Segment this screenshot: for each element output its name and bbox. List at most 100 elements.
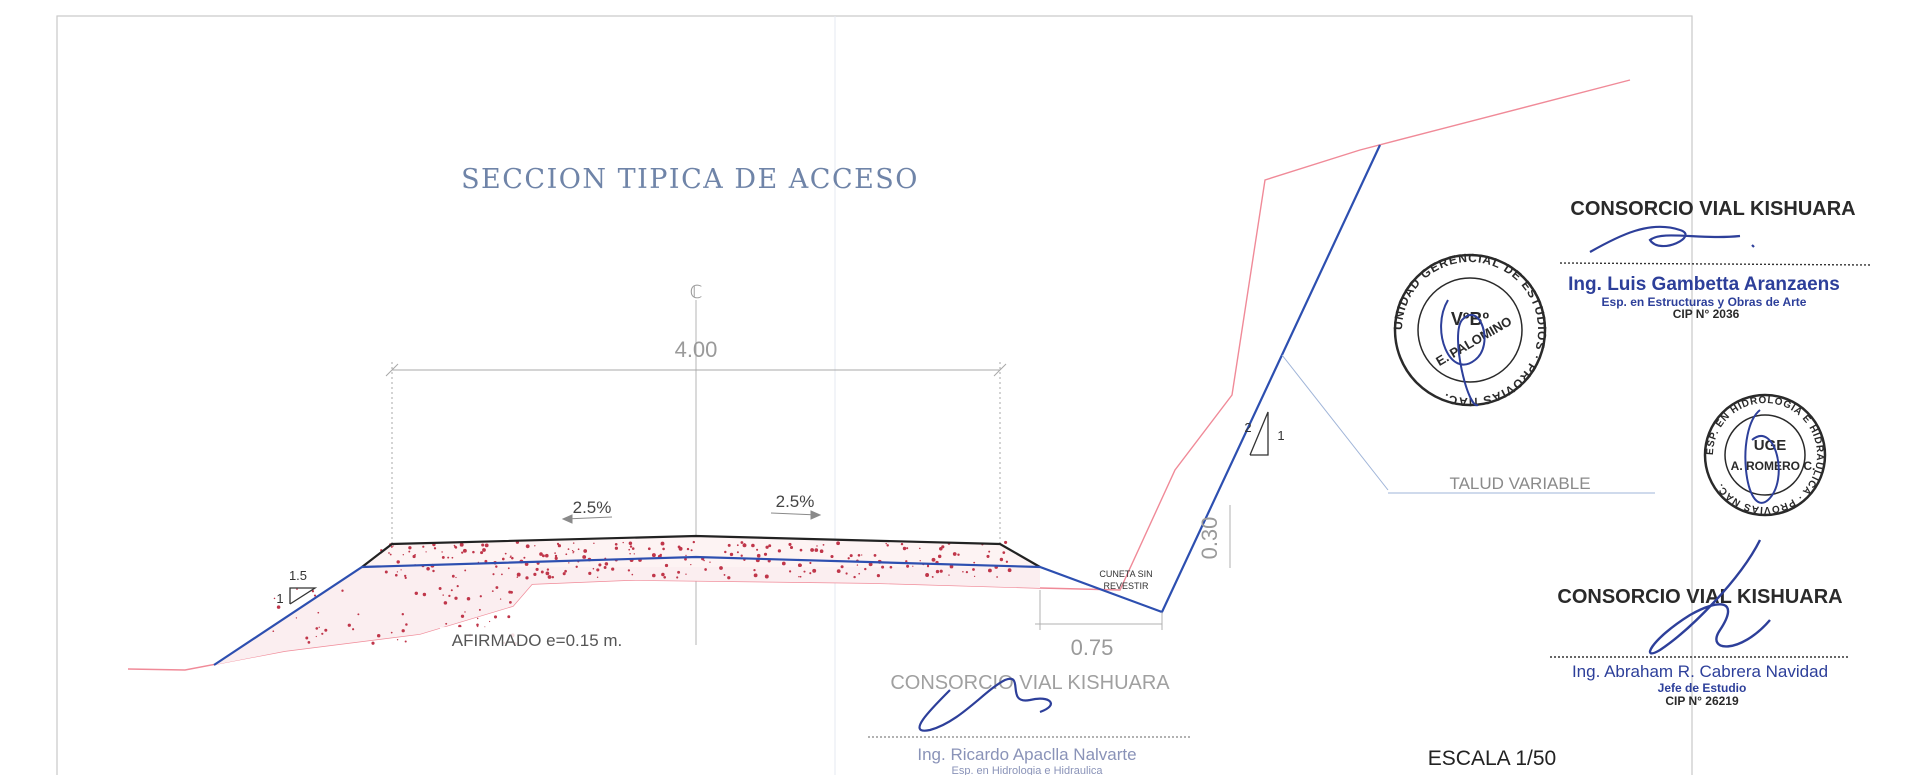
fill-slope-triangle [289,587,318,605]
aggregate-dot [426,567,430,571]
aggregate-dot [546,568,550,571]
sig-bottom-title: Jefe de Estudio [1658,681,1747,695]
cut-slope-extension [1281,354,1389,491]
aggregate-dot [533,572,537,576]
aggregate-dot [535,567,539,571]
aggregate-dot [438,587,442,590]
aggregate-dot [889,565,893,569]
aggregate-dot [937,554,942,559]
aggregate-dot [684,557,687,561]
aggregate-dot [1007,568,1012,573]
aggregate-dot [906,564,910,568]
aggregate-dot [455,576,457,579]
aggregate-dot [830,554,834,559]
aggregate-dot [756,553,761,558]
aggregate-dot [614,542,618,546]
aggregate-dot [492,573,495,576]
aggregate-dot [495,565,498,568]
aggregate-dot [777,549,782,553]
aggregate-dot [840,565,844,569]
aggregate-dot [482,548,486,552]
aggregate-dot [926,565,930,568]
aggregate-dot [554,552,556,554]
aggregate-dot [511,556,514,560]
aggregate-dot [633,553,635,555]
aggregate-dot [451,556,454,559]
aggregate-dot [611,567,615,571]
drawing-title: SECCION TIPICA DE ACCESO [461,164,919,195]
aggregate-dot [627,569,631,572]
aggregate-dot [491,590,494,592]
aggregate-dot [272,630,275,633]
aggregate-dot [987,568,992,573]
aggregate-dot [568,562,570,564]
aggregate-dot [681,547,683,549]
aggregate-dot [504,552,507,555]
sig-bottom-company: CONSORCIO VIAL KISHUARA [1557,586,1842,608]
aggregate-dot [906,547,909,550]
aggregate-dot [384,570,388,574]
aggregate-dot [450,589,453,592]
aggregate-dot [740,541,744,544]
aggregate-dot [476,623,479,627]
aggregate-dot [433,547,437,550]
aggregate-dot [501,573,503,576]
width-dimension [385,362,1007,545]
aggregate-dot [847,557,850,560]
aggregate-dot [499,598,502,600]
aggregate-dot [575,565,578,568]
aggregate-dot [781,561,786,566]
aggregate-dot [371,641,375,645]
aggregate-dot [357,613,360,616]
aggregate-dot [404,576,407,580]
aggregate-dot [388,552,390,554]
aggregate-dot [484,543,489,548]
aggregate-dot [313,594,317,597]
aggregate-dot [703,559,705,562]
aggregate-dot [472,550,475,554]
aggregate-dot [631,573,634,576]
aggregate-dot [740,554,743,557]
aggregate-dot [554,556,558,560]
aggregate-dot [501,557,505,561]
aggregate-dot [919,560,921,562]
aggregate-dot [509,601,512,604]
fill-region [214,567,1040,665]
aggregate-dot [493,615,498,619]
pavement-layer [362,536,1040,567]
aggregate-dot [664,563,669,568]
aggregate-dot [551,575,555,579]
sig-top-handwriting [1589,225,1755,253]
aggregate-dot [390,631,393,634]
sig-bottom-handwriting [1648,539,1771,655]
aggregate-dot [405,623,408,626]
aggregate-dot [631,547,635,550]
cut-slope-horizontal: 1 [1277,428,1284,443]
aggregate-dot [756,548,759,551]
aggregate-dot [651,553,656,558]
aggregate-dot [788,570,792,573]
aggregate-dot [690,549,693,552]
slope-label-left: 2.5% [573,498,612,517]
aggregate-dot [972,568,975,571]
aggregate-dot [704,568,707,571]
aggregate-dot [857,553,861,557]
approval-stamp-2: ESP. EN HIDROLOGIA E HIDRAULICA · PROVIA… [1703,393,1827,517]
pavement-surface [361,534,1041,568]
cut-slope-triangle [1249,411,1269,456]
aggregate-dot [445,622,448,625]
aggregate-dot [628,541,633,546]
aggregate-dot [525,576,529,580]
aggregate-dot [510,555,512,557]
aggregate-dot [414,591,418,595]
aggregate-dot [321,632,324,635]
sig-center-title: Esp. en Hidrologia e Hidraulica [951,765,1103,775]
aggregate-dot [296,588,298,590]
aggregate-dot [797,563,802,568]
aggregate-dot [686,547,690,551]
aggregate-dot [799,548,803,552]
aggregate-dot [999,557,1004,562]
aggregate-dot [592,567,595,570]
aggregate-dot [408,546,412,550]
aggregate-dot [727,576,731,580]
